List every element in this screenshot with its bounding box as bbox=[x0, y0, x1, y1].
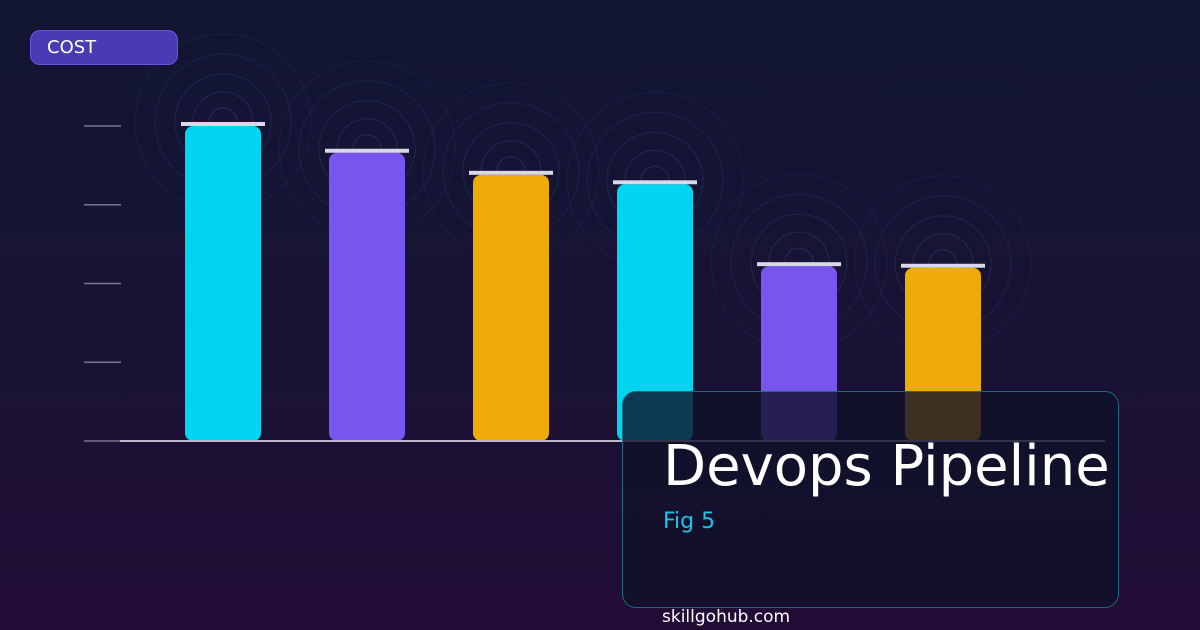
bar-cap bbox=[613, 180, 697, 185]
cost-badge: COST bbox=[30, 30, 178, 65]
y-axis-ticks bbox=[84, 125, 121, 442]
decorative-rings bbox=[134, 33, 1032, 353]
cost-badge-label: COST bbox=[47, 37, 97, 58]
bar bbox=[617, 184, 693, 441]
bar-cap bbox=[325, 148, 409, 153]
bar bbox=[473, 174, 549, 441]
panel-title: Devops Pipeline bbox=[663, 434, 1110, 499]
bar-cap bbox=[901, 263, 985, 268]
title-panel: Devops Pipeline Fig 5 bbox=[622, 391, 1119, 608]
bar bbox=[185, 126, 261, 441]
site-url: skillgohub.com bbox=[662, 607, 791, 627]
bar-cap bbox=[757, 262, 841, 267]
figure-label: Fig 5 bbox=[663, 509, 716, 534]
bar bbox=[329, 152, 405, 441]
bar-cap bbox=[181, 122, 265, 126]
bar-cap bbox=[469, 170, 553, 175]
